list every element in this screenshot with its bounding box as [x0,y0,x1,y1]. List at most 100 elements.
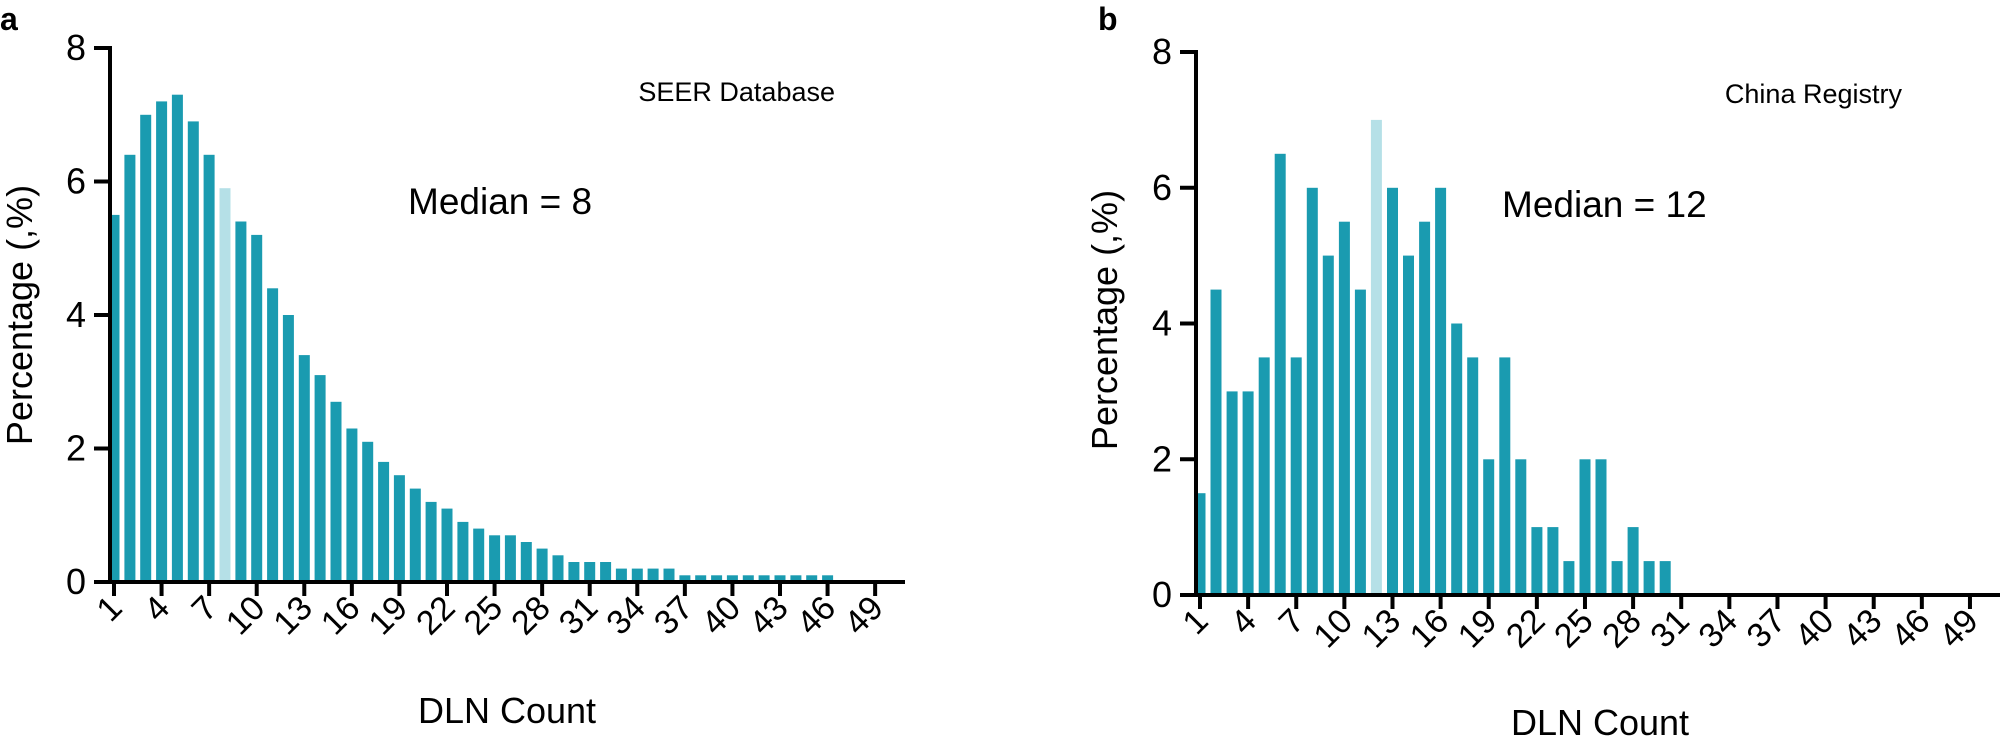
x-tick-label: 1 [89,589,129,629]
bar [711,575,723,582]
y-tick-label: 2 [1152,438,1172,479]
bar [663,568,675,582]
bar [187,121,199,583]
bar [1274,153,1286,596]
bar [1467,357,1479,595]
y-tick-label: 6 [1152,167,1172,208]
bar [615,568,627,582]
x-tick-label: 34 [1691,602,1745,656]
x-axis-label: DLN Count [1511,702,1689,742]
bar [473,528,485,582]
bar [1387,187,1398,596]
bar [822,575,834,582]
bar [1547,527,1559,595]
x-tick-label: 22 [409,589,463,643]
bar [1659,561,1671,595]
x-tick-label: 31 [552,589,606,643]
bar [1354,289,1366,595]
bar [584,562,596,582]
bar [362,441,374,582]
y-tick-label: 4 [66,294,86,335]
bar [330,401,342,582]
bar [1290,357,1302,595]
bar [489,535,501,582]
bar [108,214,120,582]
bar [1338,221,1350,595]
y-tick-label: 2 [66,428,86,469]
bar [1403,255,1414,595]
x-tick-label: 37 [1740,602,1794,656]
bar [552,555,564,582]
bar [695,575,707,582]
x-tick-label: 19 [361,589,415,643]
x-tick-label: 43 [742,589,796,643]
bar [1579,459,1591,596]
bar [282,315,294,582]
x-tick-label: 28 [1595,602,1649,656]
bar-series [1194,119,1671,596]
bar [1242,391,1254,595]
bar [314,375,326,582]
y-axis-label: Percentage (,%) [0,185,40,445]
bar [298,355,310,582]
bar [568,562,580,582]
median-annotation: Median = 12 [1502,184,1707,225]
y-axis-label: Percentage (,%) [1084,190,1125,450]
x-tick-label: 13 [266,589,320,643]
x-tick-label: 10 [219,589,273,643]
bar [520,542,532,582]
bar [378,461,390,582]
bar [203,154,215,583]
bar-median [1370,119,1382,596]
x-tick-label: 40 [694,589,748,643]
x-tick-label: 16 [1403,602,1457,656]
bar [1226,391,1238,595]
x-tick-label: 7 [1272,602,1312,642]
y-tick-label: 8 [66,27,86,68]
x-tick-label: 28 [504,589,558,643]
bar [1515,459,1527,596]
y-tick-label: 6 [66,161,86,202]
bar-series [108,94,834,583]
x-tick-label: 25 [1547,602,1601,656]
bar [441,508,453,582]
bar [504,535,516,582]
bar [1611,561,1623,595]
y-tick-label: 0 [66,561,86,602]
bar [758,575,770,582]
bar [1306,187,1318,596]
x-tick-label: 25 [457,589,511,643]
x-tick-label: 13 [1355,602,1409,656]
bar [536,548,548,582]
x-tick-label: 46 [1884,602,1938,656]
median-annotation: Median = 8 [408,181,592,222]
bar [1483,459,1495,596]
bar [393,475,405,582]
bar [1499,357,1511,595]
bar [1194,493,1206,595]
bar [631,568,643,582]
x-tick-label: 1 [1175,602,1215,642]
bar [1563,561,1575,595]
panel-label: b [1098,1,1118,37]
x-tick-label: 43 [1836,602,1890,656]
x-tick-label: 4 [1224,602,1264,642]
bar [1531,527,1543,595]
x-tick-label: 37 [647,589,701,643]
bar [726,575,738,582]
bar [267,288,279,582]
x-tick-label: 22 [1499,602,1553,656]
bar [457,521,469,582]
y-tick-label: 4 [1152,303,1172,344]
x-tick-label: 49 [837,589,891,643]
bar [679,575,691,582]
x-axis-label: DLN Count [418,690,596,731]
bar [1595,459,1607,596]
x-tick-label: 34 [599,589,653,643]
x-tick-label: 49 [1932,602,1986,656]
x-tick-label: 46 [790,589,844,643]
y-tick-label: 0 [1152,574,1172,615]
